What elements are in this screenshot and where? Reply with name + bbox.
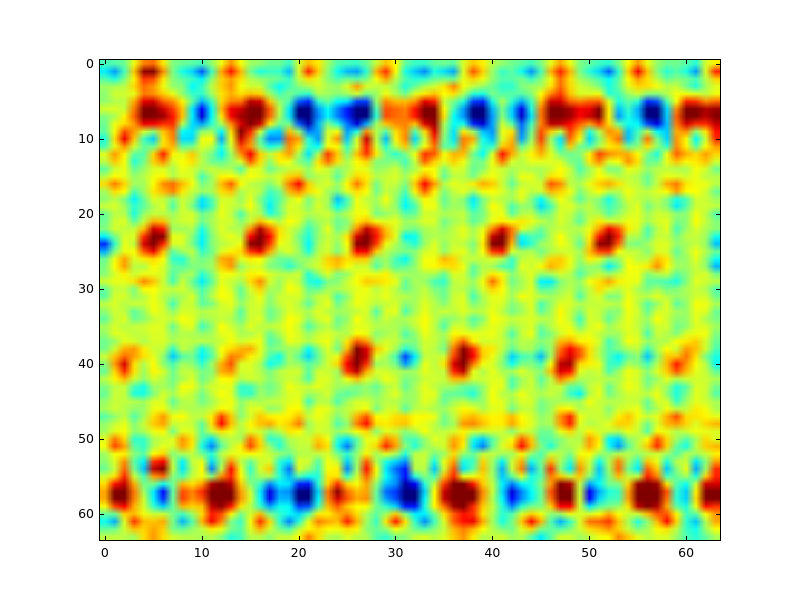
y-tick-mark [100, 213, 104, 215]
heatmap-canvas [100, 60, 720, 540]
y-tick-label: 0 [86, 55, 94, 71]
x-tick-label: 40 [484, 545, 501, 560]
x-tick-mark [104, 536, 106, 540]
x-tick-mark [686, 60, 688, 64]
y-tick-label: 20 [78, 205, 94, 221]
y-tick-mark [716, 63, 720, 65]
y-tick-mark [100, 138, 104, 140]
x-tick-mark [492, 536, 494, 540]
x-tick-mark [298, 60, 300, 64]
x-tick-mark [298, 536, 300, 540]
x-tick-mark [686, 536, 688, 540]
x-tick-mark [201, 60, 203, 64]
y-tick-mark [716, 513, 720, 515]
x-tick-label: 10 [193, 545, 210, 560]
y-tick-label: 40 [78, 355, 94, 371]
x-tick-label: 20 [290, 545, 307, 560]
y-tick-mark [716, 138, 720, 140]
y-tick-mark [100, 438, 104, 440]
x-tick-mark [589, 536, 591, 540]
y-tick-mark [716, 213, 720, 215]
y-tick-mark [100, 513, 104, 515]
x-tick-label: 30 [387, 545, 404, 560]
x-tick-label: 50 [581, 545, 598, 560]
plot-area [100, 60, 720, 540]
x-tick-mark [395, 60, 397, 64]
y-tick-mark [716, 438, 720, 440]
x-tick-label: 60 [678, 545, 695, 560]
x-tick-mark [201, 536, 203, 540]
y-tick-mark [100, 288, 104, 290]
y-tick-label: 30 [78, 280, 94, 296]
x-tick-mark [104, 60, 106, 64]
y-tick-mark [100, 363, 104, 365]
y-tick-mark [100, 63, 104, 65]
y-tick-mark [716, 288, 720, 290]
x-tick-mark [589, 60, 591, 64]
y-tick-mark [716, 363, 720, 365]
y-tick-label: 10 [78, 130, 94, 146]
y-tick-label: 60 [78, 505, 94, 521]
x-tick-mark [395, 536, 397, 540]
x-tick-label: 0 [100, 545, 109, 560]
x-tick-mark [492, 60, 494, 64]
y-tick-label: 50 [78, 430, 94, 446]
